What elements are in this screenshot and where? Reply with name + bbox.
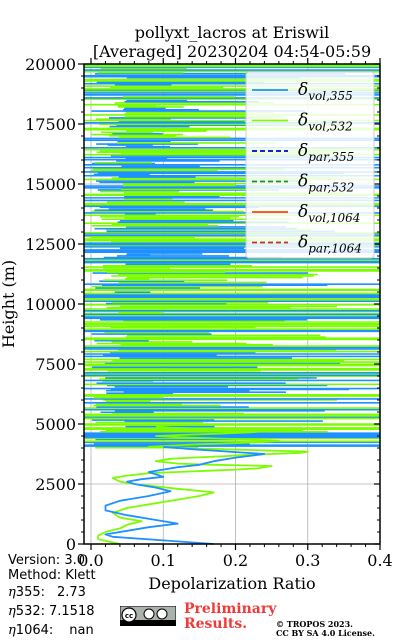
y-tick-label: 12500 xyxy=(25,235,76,254)
y-tick-label: 7500 xyxy=(35,355,76,374)
legend-label: δvol,1064 xyxy=(298,202,360,225)
eta-532-label: 532: xyxy=(15,604,45,619)
legend-label-symbol: δ xyxy=(298,80,308,100)
eta-1064-value: nan xyxy=(69,623,94,638)
eta-532-row: η532: 7.1518 xyxy=(8,604,95,619)
y-tick-label: 10000 xyxy=(25,295,76,314)
legend-label: δvol,532 xyxy=(298,111,353,134)
x-tick-label: 0.2 xyxy=(223,551,248,570)
method-text: Method: Klett xyxy=(8,568,96,583)
legend-label-symbol: δ xyxy=(298,202,308,222)
legend: δvol,355δvol,532δpar,355δpar,532δvol,106… xyxy=(245,71,375,259)
eta-532-symbol: η xyxy=(8,604,16,619)
series-line-δvol,532 xyxy=(97,425,309,545)
legend-label: δpar,1064 xyxy=(298,233,362,256)
legend-label: δpar,532 xyxy=(298,172,354,195)
legend-label-subscript: par,1064 xyxy=(308,242,362,256)
preliminary-line1: Preliminary xyxy=(184,601,277,617)
legend-label-symbol: δ xyxy=(298,172,308,192)
eta-355-value: 2.73 xyxy=(57,585,86,600)
x-tick-label: 0.3 xyxy=(295,551,320,570)
y-axis-label: Height (m) xyxy=(0,260,18,348)
cc-badge-text: cc xyxy=(125,612,133,620)
legend-label: δvol,355 xyxy=(298,80,353,103)
eta-1064-label: 1064: xyxy=(15,623,54,638)
legend-label-subscript: vol,355 xyxy=(308,89,353,103)
y-tick-label: 2500 xyxy=(35,475,76,494)
copyright-line2: CC BY SA 4.0 License. xyxy=(276,628,375,638)
eta-1064-row: η1064: nan xyxy=(8,623,94,638)
x-tick-label: 0.1 xyxy=(151,551,176,570)
eta-355-row: η355: 2.73 xyxy=(8,585,86,600)
preliminary-results-note: Preliminary Results. xyxy=(184,602,276,632)
legend-label-subscript: vol,532 xyxy=(308,120,353,134)
legend-label-symbol: δ xyxy=(298,111,308,131)
y-tick-label: 0 xyxy=(66,535,76,554)
eta-532-value: 7.1518 xyxy=(49,604,95,619)
copyright-line1: © TROPOS 2023. xyxy=(276,619,353,629)
legend-label-subscript: vol,1064 xyxy=(308,211,360,225)
version-text: Version: 3.0 xyxy=(8,553,85,568)
eta-355-symbol: η xyxy=(8,585,16,600)
legend-label-symbol: δ xyxy=(298,233,308,253)
eta-1064-symbol: η xyxy=(8,623,16,638)
preliminary-line2: Results. xyxy=(184,616,248,632)
y-tick-label: 5000 xyxy=(35,415,76,434)
legend-label-symbol: δ xyxy=(298,141,308,161)
y-axis: 0 2500 5000 7500 10000 12500 15000 17500 20000 xyxy=(25,55,380,554)
chart-title-line2: [Averaged] 20230204 04:54-05:59 xyxy=(93,42,371,61)
x-tick-label: 0.0 xyxy=(78,551,103,570)
x-axis: 0.0 0.1 0.2 0.3 0.4 xyxy=(78,58,393,570)
chart-title-line1: pollyxt_lacros at Eriswil xyxy=(135,23,329,42)
y-tick-label: 17500 xyxy=(25,115,76,134)
legend-label-subscript: par,532 xyxy=(308,181,354,195)
legend-label-subscript: par,355 xyxy=(308,150,354,164)
copyright-note: © TROPOS 2023. CC BY SA 4.0 License. xyxy=(276,620,375,638)
legend-label: δpar,355 xyxy=(298,141,354,164)
y-tick-label: 20000 xyxy=(25,55,76,74)
plot-area: 0.0 0.1 0.2 0.3 0.4 0 2500 5000 7500 10000 12500 1… xyxy=(25,55,393,570)
eta-355-label: 355: xyxy=(15,585,45,600)
series-line-δvol,355 xyxy=(104,445,266,545)
cc-license-badge-icon: cc xyxy=(120,606,176,626)
y-tick-label: 15000 xyxy=(25,175,76,194)
x-tick-label: 0.4 xyxy=(367,551,392,570)
series-layer xyxy=(97,425,309,545)
x-axis-label: Depolarization Ratio xyxy=(148,574,315,593)
